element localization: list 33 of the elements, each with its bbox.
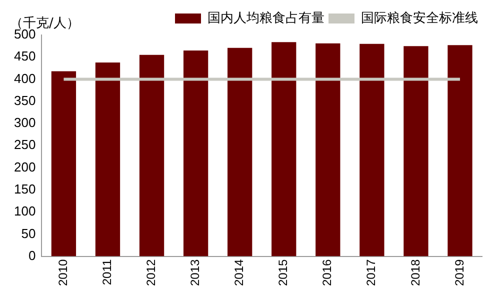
x-tick-label: 2010 — [56, 258, 70, 286]
legend-label: 国际粮食安全标准线 — [361, 10, 478, 26]
y-tick-label: 450 — [14, 48, 36, 64]
bar — [272, 42, 296, 256]
legend-label: 国内人均粮食占有量 — [208, 10, 324, 26]
bar — [139, 54, 164, 256]
y-tick-label: 0 — [28, 248, 36, 263]
y-tick-label: 350 — [14, 92, 36, 108]
y-tick-label: 300 — [14, 115, 36, 130]
bar — [51, 71, 76, 256]
y-tick-label: 150 — [14, 181, 36, 196]
x-tick-label: 2019 — [452, 258, 466, 286]
x-tick-label: 2017 — [364, 258, 378, 286]
bar — [448, 45, 472, 256]
y-tick-label: 500 — [14, 26, 36, 42]
y-tick-label: 400 — [14, 70, 36, 86]
x-tick-label: 2014 — [232, 258, 246, 286]
y-tick-label: 200 — [14, 159, 36, 174]
y-tick-label: 250 — [14, 137, 36, 152]
bar — [183, 50, 208, 256]
y-tick-label: 50 — [21, 226, 36, 241]
x-tick-label: 2012 — [144, 258, 158, 286]
x-tick-label: 2011 — [100, 258, 114, 286]
bar — [316, 43, 340, 256]
x-tick-label: 2018 — [408, 258, 422, 286]
y-tick-label: 100 — [14, 204, 36, 219]
bar — [228, 48, 252, 256]
bar — [95, 62, 120, 256]
x-tick-label: 2015 — [276, 258, 290, 286]
x-tick-label: 2016 — [320, 258, 334, 286]
x-tick-label: 2013 — [188, 258, 202, 286]
bar — [360, 44, 384, 256]
bar — [404, 46, 428, 256]
